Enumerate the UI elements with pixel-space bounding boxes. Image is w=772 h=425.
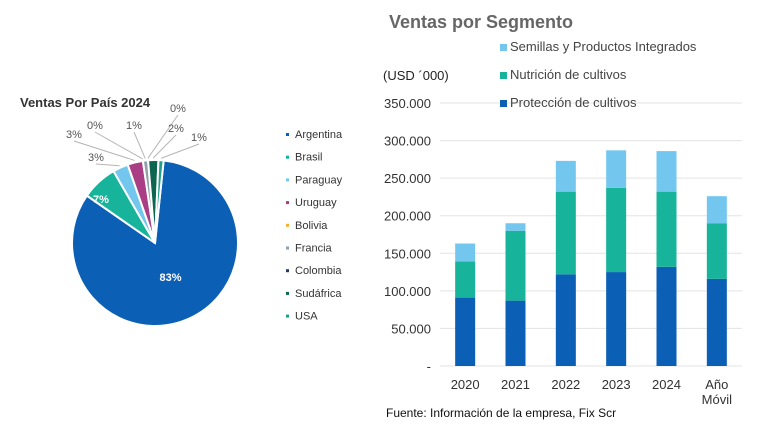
legend-label: Semillas y Productos Integrados <box>510 39 697 54</box>
pie-label-sudafrica: 2% <box>168 123 184 135</box>
legend-label: Francia <box>295 243 333 255</box>
legend-swatch <box>286 314 289 318</box>
pie-label-colombia: 0% <box>170 103 186 115</box>
legend-label: Protección de cultivos <box>510 95 637 110</box>
bar-proteccion-de-cultivos-2020 <box>455 297 476 366</box>
legend-item-uruguay: Uruguay <box>286 197 337 209</box>
legend-label: Colombia <box>295 265 342 277</box>
legend-item-nutricion-de-cultivos: Nutrición de cultivos <box>500 67 627 82</box>
legend-item-usa: USA <box>286 311 318 323</box>
legend-swatch <box>286 223 289 227</box>
legend-label: Uruguay <box>295 197 337 209</box>
y-tick-label: - <box>427 359 431 374</box>
legend-swatch <box>286 155 289 159</box>
legend-item-colombia: Colombia <box>286 265 342 277</box>
legend-swatch <box>500 44 507 51</box>
y-tick-label: 100.000 <box>384 284 431 299</box>
x-tick-label: Móvil <box>702 392 732 407</box>
legend-label: USA <box>295 311 318 323</box>
bar-proteccion-de-cultivos-2022 <box>555 274 576 366</box>
source-note: Fuente: Información de la empresa, Fix S… <box>386 406 617 420</box>
x-tick-label: 2022 <box>551 377 580 392</box>
x-tick-label: 2021 <box>501 377 530 392</box>
bar-semillas-y-productos-integrados-2020 <box>455 243 476 262</box>
legend-item-paraguay: Paraguay <box>286 174 343 186</box>
pie-label-usa: 1% <box>191 132 207 144</box>
bar-nutricion-de-cultivos-2023 <box>606 187 627 273</box>
pie-leader-colombia <box>147 114 179 159</box>
legend-swatch <box>286 178 289 182</box>
pie-label-uruguay: 3% <box>66 129 82 141</box>
y-tick-label: 300.000 <box>384 134 431 149</box>
legend-swatch <box>286 133 289 136</box>
pie-slice-usa <box>154 159 165 244</box>
bar-title: Ventas por Segmento <box>389 12 573 32</box>
legend-label: Nutrición de cultivos <box>510 67 627 82</box>
x-tick-label: 2020 <box>451 377 480 392</box>
pie-leader-francia <box>133 131 146 159</box>
legend-label: Bolivia <box>295 220 328 232</box>
y-axis-label: (USD ´000) <box>383 68 449 83</box>
pie-leader-paraguay <box>95 163 120 167</box>
pie-leader-bolivia <box>94 131 143 160</box>
legend-label: Brasil <box>295 152 323 164</box>
legend-item-brasil: Brasil <box>286 152 323 164</box>
y-tick-label: 350.000 <box>384 96 431 111</box>
y-tick-label: 200.000 <box>384 209 431 224</box>
pie-label-paraguay: 3% <box>88 152 104 164</box>
legend-swatch <box>286 201 289 205</box>
bar-semillas-y-productos-integrados-2023 <box>606 150 627 188</box>
x-tick-label: 2024 <box>652 377 681 392</box>
pie-leader-sudafrica <box>152 134 177 159</box>
bar-chart: Ventas por Segmento (USD ´000) - 50.000 10… <box>383 12 742 407</box>
pie-leader-uruguay <box>73 140 135 161</box>
legend-swatch <box>500 72 507 79</box>
bar-semillas-y-productos-integrados-ano-movil <box>706 196 727 224</box>
y-tick-label: 150.000 <box>384 246 431 261</box>
pie-label-francia: 1% <box>126 120 142 132</box>
bar-nutricion-de-cultivos-2022 <box>555 191 576 275</box>
legend-item-semillas-y-productos-integrados: Semillas y Productos Integrados <box>500 39 697 54</box>
y-tick-label: 50.000 <box>391 321 431 336</box>
legend-label: Paraguay <box>295 174 343 186</box>
legend-item-argentina: Argentina <box>286 129 343 141</box>
pie-title: Ventas Por País 2024 <box>20 95 151 110</box>
legend-swatch <box>500 100 507 107</box>
pie-label-bolivia: 0% <box>87 120 103 132</box>
legend-item-bolivia: Bolivia <box>286 220 328 232</box>
bar-proteccion-de-cultivos-2024 <box>656 266 677 366</box>
legend-item-proteccion-de-cultivos: Protección de cultivos <box>500 95 637 110</box>
legend-label: Argentina <box>295 129 343 141</box>
x-tick-label: 2023 <box>602 377 631 392</box>
bar-semillas-y-productos-integrados-2024 <box>656 151 677 192</box>
bar-nutricion-de-cultivos-2020 <box>455 261 476 298</box>
legend-swatch <box>286 269 289 273</box>
legend-item-francia: Francia <box>286 243 333 255</box>
bar-proteccion-de-cultivos-2021 <box>505 300 526 366</box>
bar-proteccion-de-cultivos-ano-movil <box>706 278 727 366</box>
bar-semillas-y-productos-integrados-2022 <box>555 160 576 192</box>
legend-label: Sudáfrica <box>295 288 342 300</box>
pie-leader-usa <box>161 143 200 159</box>
x-tick-label: Año <box>705 377 728 392</box>
pie-chart: Ventas Por País 2024 83% 7% 3% 3% 0% 1% 0% 2% 1%… <box>20 95 343 327</box>
pie-label-brasil: 7% <box>93 194 109 206</box>
bar-nutricion-de-cultivos-2024 <box>656 191 677 267</box>
bar-nutricion-de-cultivos-ano-movil <box>706 223 727 279</box>
legend-swatch <box>286 246 289 250</box>
bar-proteccion-de-cultivos-2023 <box>606 272 627 366</box>
y-tick-label: 250.000 <box>384 171 431 186</box>
legend-item-sudafrica: Sudáfrica <box>286 288 342 300</box>
pie-label-argentina: 83% <box>160 272 182 284</box>
legend-swatch <box>286 291 289 295</box>
bar-nutricion-de-cultivos-2021 <box>505 230 526 301</box>
bar-semillas-y-productos-integrados-2021 <box>505 223 526 231</box>
